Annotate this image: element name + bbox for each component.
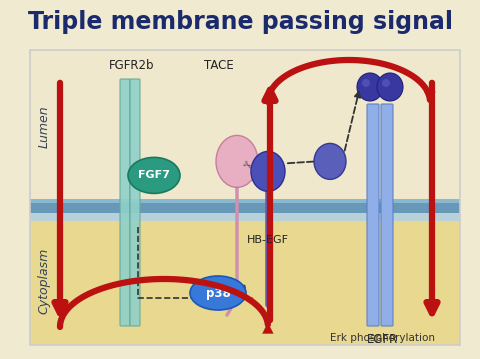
Bar — [30, 199, 460, 222]
Bar — [30, 213, 460, 222]
Ellipse shape — [251, 151, 285, 191]
Text: FGFR2b: FGFR2b — [109, 59, 155, 72]
Text: ✂: ✂ — [239, 158, 255, 175]
Bar — [30, 50, 460, 204]
Text: Lumen: Lumen — [37, 106, 50, 148]
Text: Erk phosphorylation: Erk phosphorylation — [329, 333, 434, 343]
Text: FGF7: FGF7 — [138, 171, 170, 181]
Ellipse shape — [216, 135, 258, 187]
Ellipse shape — [362, 79, 370, 87]
Text: HB-EGF: HB-EGF — [247, 236, 289, 246]
Bar — [30, 218, 460, 345]
Text: p38: p38 — [205, 286, 230, 299]
Ellipse shape — [382, 79, 390, 87]
Ellipse shape — [377, 73, 403, 101]
Text: EGFR: EGFR — [366, 333, 397, 346]
FancyBboxPatch shape — [120, 79, 130, 326]
Ellipse shape — [357, 73, 383, 101]
Text: Triple membrane passing signal: Triple membrane passing signal — [27, 10, 453, 34]
Ellipse shape — [190, 276, 246, 310]
Bar — [30, 204, 460, 213]
Bar — [30, 50, 460, 345]
Ellipse shape — [314, 143, 346, 180]
Text: Cytoplasm: Cytoplasm — [37, 248, 50, 314]
Ellipse shape — [128, 157, 180, 194]
Text: TACE: TACE — [204, 59, 234, 72]
FancyBboxPatch shape — [381, 104, 393, 326]
FancyBboxPatch shape — [367, 104, 379, 326]
FancyBboxPatch shape — [130, 79, 140, 326]
